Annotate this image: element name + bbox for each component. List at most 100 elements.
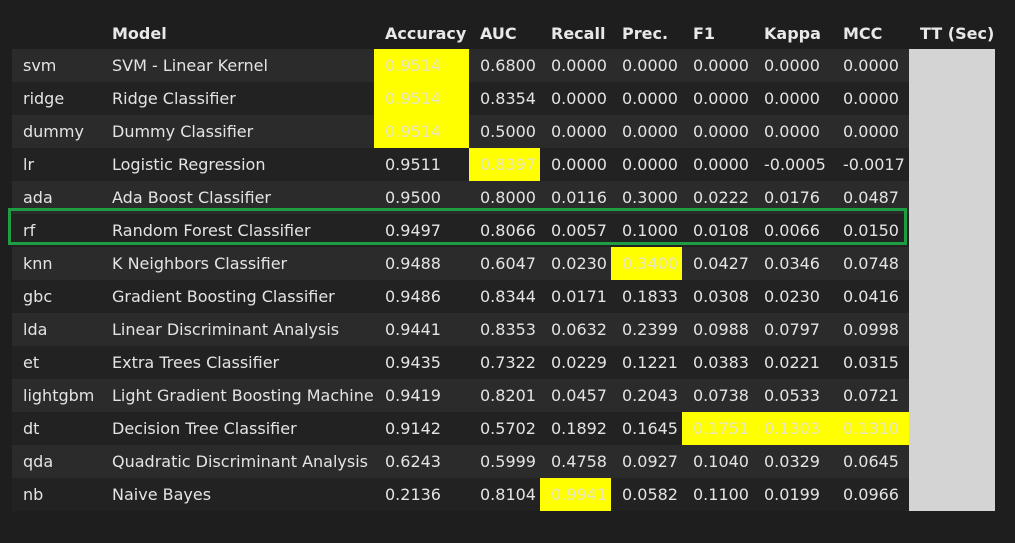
- cell-accuracy: 0.9419: [374, 379, 469, 412]
- cell-recall: 0.0000: [540, 49, 611, 82]
- cell-id: ridge: [12, 82, 101, 115]
- cell-mcc: 0.0416: [832, 280, 909, 313]
- cell-id: nb: [12, 478, 101, 511]
- cell-kappa: 0.0000: [753, 49, 832, 82]
- cell-auc: 0.8201: [469, 379, 540, 412]
- cell-recall: 0.9941: [540, 478, 611, 511]
- cell-auc: 0.8000: [469, 181, 540, 214]
- cell-accuracy: 0.9142: [374, 412, 469, 445]
- cell-auc: 0.7322: [469, 346, 540, 379]
- cell-auc: 0.5000: [469, 115, 540, 148]
- cell-f1: 0.1100: [682, 478, 753, 511]
- cell-model: Dummy Classifier: [101, 115, 374, 148]
- cell-f1: 0.0000: [682, 49, 753, 82]
- cell-mcc: 0.0315: [832, 346, 909, 379]
- cell-id: lightgbm: [12, 379, 101, 412]
- cell-recall: 0.0000: [540, 115, 611, 148]
- cell-mcc: 0.0645: [832, 445, 909, 478]
- cell-recall: 0.0229: [540, 346, 611, 379]
- cell-accuracy: 0.9435: [374, 346, 469, 379]
- column-header-recall: Recall: [540, 17, 611, 49]
- cell-model: Random Forest Classifier: [101, 214, 374, 247]
- model-comparison-output: Model Accuracy AUC Recall Prec. F1 Kappa…: [12, 17, 995, 511]
- cell-prec: 0.0000: [611, 82, 682, 115]
- cell-model: Decision Tree Classifier: [101, 412, 374, 445]
- column-header-accuracy: Accuracy: [374, 17, 469, 49]
- cell-model: Extra Trees Classifier: [101, 346, 374, 379]
- cell-id: lda: [12, 313, 101, 346]
- cell-f1: 0.0308: [682, 280, 753, 313]
- cell-mcc: 0.0150: [832, 214, 909, 247]
- cell-model: Light Gradient Boosting Machine: [101, 379, 374, 412]
- cell-mcc: 0.0000: [832, 82, 909, 115]
- table-row: gbc Gradient Boosting Classifier 0.9486 0.8…: [12, 280, 995, 313]
- table-row: nb Naive Bayes 0.2136 0.8104 0.9941 0.0582 0.1…: [12, 478, 995, 511]
- table-body: svm SVM - Linear Kernel 0.9514 0.6800 0.0000…: [12, 49, 995, 511]
- cell-mcc: 0.0966: [832, 478, 909, 511]
- cell-recall: 0.0116: [540, 181, 611, 214]
- cell-accuracy: 0.9497: [374, 214, 469, 247]
- cell-prec: 0.3000: [611, 181, 682, 214]
- cell-mcc: 0.0487: [832, 181, 909, 214]
- cell-f1: 0.0738: [682, 379, 753, 412]
- cell-recall: 0.4758: [540, 445, 611, 478]
- cell-f1: 0.1751: [682, 412, 753, 445]
- cell-recall: 0.0000: [540, 82, 611, 115]
- cell-recall: 0.0457: [540, 379, 611, 412]
- cell-tt: [909, 82, 995, 115]
- cell-f1: 0.0000: [682, 148, 753, 181]
- column-header-kappa: Kappa: [753, 17, 832, 49]
- cell-kappa: 0.0199: [753, 478, 832, 511]
- cell-auc: 0.8354: [469, 82, 540, 115]
- cell-recall: 0.0230: [540, 247, 611, 280]
- cell-prec: 0.0582: [611, 478, 682, 511]
- cell-f1: 0.0222: [682, 181, 753, 214]
- cell-prec: 0.1833: [611, 280, 682, 313]
- cell-mcc: 0.0000: [832, 115, 909, 148]
- cell-accuracy: 0.9488: [374, 247, 469, 280]
- cell-kappa: 0.1303: [753, 412, 832, 445]
- cell-f1: 0.0108: [682, 214, 753, 247]
- cell-kappa: 0.0000: [753, 115, 832, 148]
- column-header-model: Model: [101, 17, 374, 49]
- cell-tt: [909, 478, 995, 511]
- table-row: svm SVM - Linear Kernel 0.9514 0.6800 0.0000…: [12, 49, 995, 82]
- cell-tt: [909, 445, 995, 478]
- table-row: lda Linear Discriminant Analysis 0.9441 0.8…: [12, 313, 995, 346]
- cell-kappa: 0.0797: [753, 313, 832, 346]
- table-row: dummy Dummy Classifier 0.9514 0.5000 0.0000 0…: [12, 115, 995, 148]
- cell-auc: 0.6800: [469, 49, 540, 82]
- table-row: et Extra Trees Classifier 0.9435 0.7322 0.02…: [12, 346, 995, 379]
- cell-accuracy: 0.9511: [374, 148, 469, 181]
- table-row: lightgbm Light Gradient Boosting Machine 0…: [12, 379, 995, 412]
- cell-kappa: 0.0346: [753, 247, 832, 280]
- table-row: rf Random Forest Classifier 0.9497 0.8066 0.…: [12, 214, 995, 247]
- cell-kappa: 0.0230: [753, 280, 832, 313]
- cell-model: Gradient Boosting Classifier: [101, 280, 374, 313]
- cell-id: ada: [12, 181, 101, 214]
- cell-auc: 0.8397: [469, 148, 540, 181]
- cell-mcc: 0.1310: [832, 412, 909, 445]
- cell-model: Linear Discriminant Analysis: [101, 313, 374, 346]
- cell-auc: 0.8353: [469, 313, 540, 346]
- cell-tt: [909, 313, 995, 346]
- cell-model: Ada Boost Classifier: [101, 181, 374, 214]
- cell-kappa: 0.0176: [753, 181, 832, 214]
- cell-mcc: 0.0721: [832, 379, 909, 412]
- cell-prec: 0.0000: [611, 115, 682, 148]
- cell-mcc: 0.0000: [832, 49, 909, 82]
- cell-recall: 0.0000: [540, 148, 611, 181]
- cell-kappa: 0.0221: [753, 346, 832, 379]
- cell-tt: [909, 214, 995, 247]
- cell-model: Naive Bayes: [101, 478, 374, 511]
- table-row: dt Decision Tree Classifier 0.9142 0.5702 0.…: [12, 412, 995, 445]
- cell-tt: [909, 181, 995, 214]
- cell-f1: 0.1040: [682, 445, 753, 478]
- cell-accuracy: 0.9500: [374, 181, 469, 214]
- table-header-row: Model Accuracy AUC Recall Prec. F1 Kappa…: [12, 17, 995, 49]
- cell-id: rf: [12, 214, 101, 247]
- table-row: ridge Ridge Classifier 0.9514 0.8354 0.0000 0…: [12, 82, 995, 115]
- cell-id: lr: [12, 148, 101, 181]
- cell-prec: 0.0000: [611, 148, 682, 181]
- cell-model: Quadratic Discriminant Analysis: [101, 445, 374, 478]
